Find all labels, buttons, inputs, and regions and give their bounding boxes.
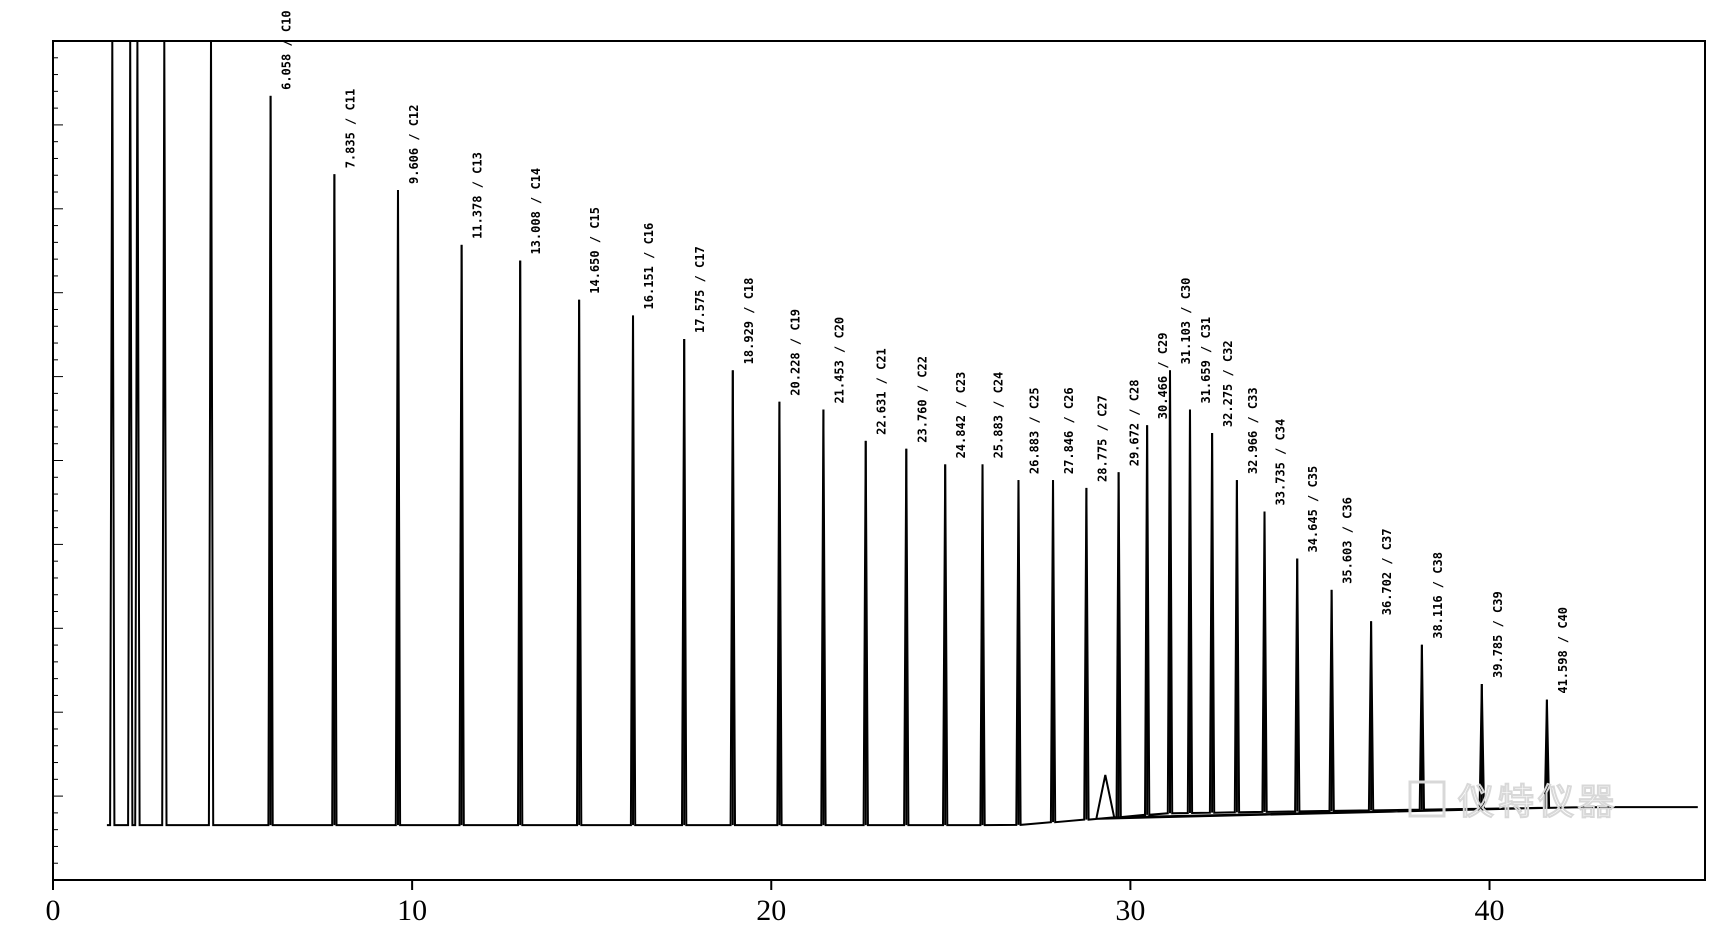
watermark-text: 仪特仪器: [1458, 782, 1618, 823]
peak-lines: [269, 95, 1548, 826]
peak-label: 9.606 / C12: [407, 104, 421, 183]
peak-label: 32.966 / C33: [1246, 387, 1260, 474]
peak-label: 33.735 / C34: [1274, 419, 1288, 506]
peak-label: 28.775 / C27: [1095, 395, 1109, 482]
peak-label: 26.883 / C25: [1027, 387, 1041, 474]
peak-label: 34.645 / C35: [1306, 466, 1320, 553]
peak-label: 24.842 / C23: [954, 372, 968, 459]
peak-label: 27.846 / C26: [1062, 387, 1076, 474]
x-tick-label: 40: [1475, 894, 1505, 927]
plot-frame: [52, 40, 1706, 881]
peak-label: 30.466 / C29: [1156, 333, 1170, 420]
peak-label: 38.116 / C38: [1431, 552, 1445, 639]
peak-label: 32.275 / C32: [1221, 340, 1235, 427]
x-tick-label: 30: [1115, 894, 1145, 927]
x-tick-label: 10: [397, 894, 427, 927]
peak-label: 16.151 / C16: [642, 223, 656, 310]
peak-label: 13.008 / C14: [529, 168, 543, 255]
x-axis-ticks: 0 10 20 30 40: [46, 880, 1505, 927]
peak-label: 39.785 / C39: [1491, 591, 1505, 678]
x-tick-label: 20: [756, 894, 786, 927]
peak-label: 11.378 / C13: [471, 152, 485, 239]
peak-label: 31.659 / C31: [1199, 317, 1213, 404]
peak-label: 23.760 / C22: [915, 356, 929, 443]
peak-label: 36.702 / C37: [1380, 529, 1394, 616]
peak-label: 35.603 / C36: [1341, 497, 1355, 584]
peak-label: 21.453 / C20: [832, 317, 846, 404]
peak-label: 31.103 / C30: [1179, 278, 1193, 365]
peak-label: 14.650 / C15: [588, 207, 602, 294]
peak-label: 7.835 / C11: [343, 89, 357, 168]
x-tick-label: 0: [46, 894, 61, 927]
peak-label: 20.228 / C19: [788, 309, 802, 396]
peak-label: 25.883 / C24: [992, 372, 1006, 459]
y-axis-ticks: [53, 40, 63, 881]
peak-label: 6.058 / C10: [280, 10, 294, 89]
peak-label: 22.631 / C21: [875, 348, 889, 435]
peak-label: 41.598 / C40: [1556, 607, 1570, 694]
peak-labels: 6.058 / C10 7.835 / C11 9.606 / C12 11.378 …: [280, 10, 1570, 693]
peak-label: 18.929 / C18: [742, 278, 756, 365]
watermark-logo: 仪特仪器: [1408, 780, 1618, 824]
peak-label: 17.575 / C17: [693, 246, 707, 333]
peak-label: 29.672 / C28: [1128, 380, 1142, 467]
